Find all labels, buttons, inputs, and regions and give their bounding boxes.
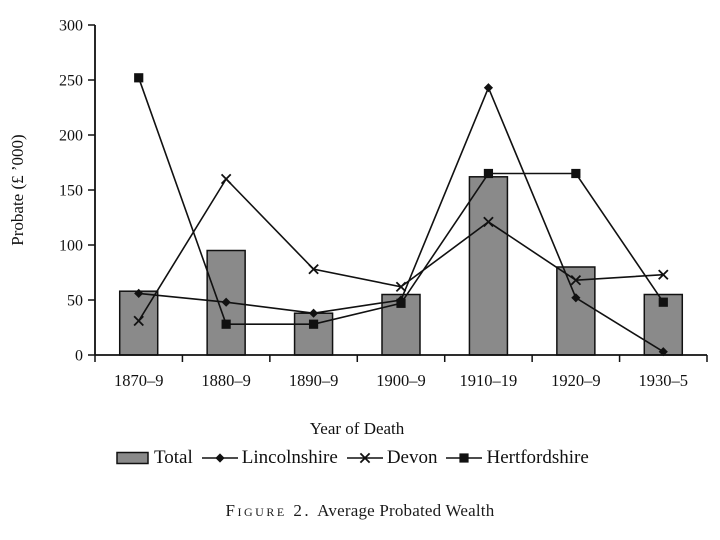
line-series-hertfordshire	[134, 73, 668, 329]
legend-label-devon: Devon	[386, 447, 438, 468]
legend-marker-square	[459, 453, 470, 463]
y-tick-label: 100	[59, 238, 83, 255]
legend-marker-x	[359, 452, 371, 464]
legend-square-icon	[446, 453, 483, 463]
bar-1910–19	[468, 176, 509, 356]
legend-x-icon	[346, 452, 383, 464]
marker-x-1910–19	[483, 216, 494, 228]
x-tick-label: 1890–9	[289, 371, 339, 390]
y-tick-label: 250	[59, 73, 83, 90]
marker-diamond-1890–9	[308, 308, 319, 318]
bar-1890–9	[293, 312, 334, 356]
legend-diamond-icon	[201, 453, 238, 463]
marker-square-1900–9	[396, 298, 406, 308]
marker-square-1870–9	[134, 73, 144, 83]
legend-item-lincolnshire: Lincolnshire	[201, 447, 338, 469]
legend-label-total: Total	[154, 447, 193, 468]
figure-caption-title: Average Probated Wealth	[317, 501, 495, 520]
line-series-devon	[133, 173, 669, 327]
x-tick-label: 1930–5	[639, 371, 689, 390]
marker-diamond-1870–9	[134, 288, 144, 298]
legend-item-hertfordshire: Hertfordshire	[446, 447, 589, 469]
marker-square-1910–19	[483, 168, 494, 179]
marker-square-1920–9	[571, 168, 581, 179]
marker-x-1890–9	[308, 263, 319, 275]
y-tick-label: 200	[59, 128, 83, 145]
x-tick-label: 1920–9	[551, 371, 601, 390]
probate-chart: 0 50 100 150 200 250 300 1870–9 1880–9 1890–9 1900…	[8, 18, 708, 438]
x-tick-label: 1880–9	[201, 371, 251, 390]
y-tick-label: 50	[67, 293, 83, 310]
y-tick-label: 0	[75, 348, 83, 365]
marker-x-1930–5	[658, 269, 669, 280]
marker-diamond-1880–9	[221, 297, 231, 307]
x-tick-label: 1900–9	[376, 371, 426, 390]
x-tick-label: 1870–9	[114, 371, 164, 390]
bar-1920–9	[556, 266, 596, 356]
x-tick-label: 1910–19	[460, 371, 518, 390]
legend-label-lincolnshire: Lincolnshire	[241, 447, 338, 468]
figure-caption: Figure 2. Average Probated Wealth	[0, 501, 720, 521]
marker-x-1870–9	[133, 315, 144, 327]
marker-diamond-1910–19	[483, 83, 494, 93]
legend-swatch-icon	[116, 451, 149, 465]
marker-diamond-1930–5	[658, 347, 668, 357]
y-axis-title: Probate (£ ’000)	[8, 134, 27, 245]
y-tick-label: 150	[59, 183, 83, 200]
marker-x-1880–9	[220, 173, 232, 185]
marker-square-1930–5	[658, 297, 668, 307]
marker-x-1900–9	[395, 281, 407, 293]
bar-series-total	[118, 176, 684, 356]
marker-diamond-1920–9	[571, 293, 581, 303]
legend-marker-diamond	[215, 453, 225, 463]
figure-caption-label: Figure 2.	[225, 501, 312, 520]
marker-square-1880–9	[221, 319, 231, 329]
marker-x-1920–9	[570, 274, 582, 286]
legend-item-total: Total	[116, 447, 193, 469]
chart-legend: Total Lincolnshire Devon Hertfordshire	[0, 447, 720, 469]
x-axis-title: Year of Death	[310, 419, 405, 438]
legend-label-hertfordshire: Hertfordshire	[486, 447, 589, 468]
marker-square-1890–9	[308, 319, 319, 329]
y-tick-label: 300	[59, 18, 83, 35]
legend-item-devon: Devon	[346, 447, 438, 469]
